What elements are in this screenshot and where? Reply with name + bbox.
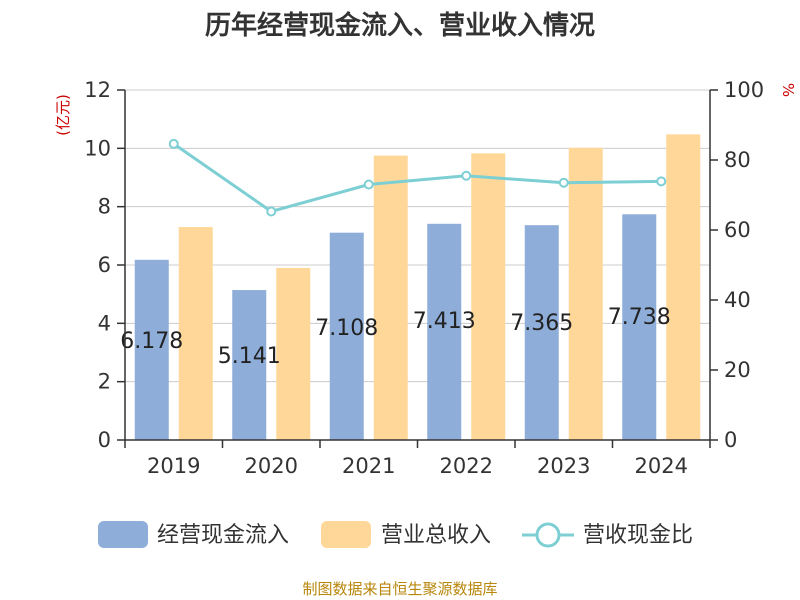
x-tick-label: 2023	[537, 454, 590, 478]
data-labels: 6.178 5.141 7.108 7.413 7.365 7.738	[120, 305, 670, 369]
data-label-cash-inflow-2020: 5.141	[218, 344, 281, 369]
right-tick-label: 20	[724, 358, 751, 382]
bar-revenue-2024	[666, 134, 701, 441]
legend-label-revenue: 营业总收入	[381, 523, 491, 548]
left-tick-label: 10	[84, 136, 111, 160]
x-tick-label: 2024	[635, 454, 688, 478]
left-tick-label: 0	[98, 428, 111, 452]
chart-title: 历年经营现金流入、营业收入情况	[205, 10, 595, 41]
bar-cash-inflow-2023	[524, 225, 559, 440]
legend-swatch-revenue	[321, 521, 371, 548]
bar-revenue-2019	[178, 227, 213, 440]
grid-lines	[125, 89, 710, 383]
bar-revenue-2021	[373, 155, 408, 440]
x-tick-label: 2022	[440, 454, 493, 478]
left-tick-label: 8	[98, 195, 111, 219]
bar-revenue-2022	[471, 153, 506, 440]
x-tick-label: 2019	[147, 454, 200, 478]
data-label-cash-inflow-2022: 7.413	[413, 309, 476, 334]
legend-label-cash-inflow: 经营现金流入	[157, 523, 289, 548]
data-label-cash-inflow-2024: 7.738	[608, 305, 671, 330]
left-tick-label: 12	[84, 78, 111, 102]
line-series	[168, 138, 667, 217]
x-tick-label: 2021	[342, 454, 395, 478]
data-label-cash-inflow-2019: 6.178	[120, 329, 183, 354]
point-ratio-2023	[558, 177, 569, 188]
bar-cash-inflow-2021	[329, 232, 364, 440]
bar-revenue-2020	[276, 267, 311, 440]
point-ratio-2019	[168, 138, 179, 149]
bar-cash-inflow-2019	[134, 259, 169, 440]
legend-swatch-cash-inflow	[98, 521, 148, 548]
point-ratio-2021	[363, 179, 374, 190]
right-tick-label: 40	[724, 288, 751, 312]
bars	[134, 134, 701, 441]
right-tick-label: 100	[724, 78, 764, 102]
right-axis-unit: %	[779, 83, 797, 97]
line-ratio	[172, 142, 662, 214]
data-label-cash-inflow-2023: 7.365	[510, 311, 573, 336]
x-tick-label: 2020	[245, 454, 298, 478]
source-note: 制图数据来自恒生聚源数据库	[302, 580, 497, 598]
point-ratio-2020	[266, 206, 277, 217]
left-tick-label: 4	[98, 311, 111, 335]
left-tick-label: 6	[98, 253, 111, 277]
left-axis-unit: (亿元)	[54, 94, 72, 136]
right-tick-label: 60	[724, 218, 751, 242]
bar-cash-inflow-2024	[622, 214, 657, 440]
point-ratio-2024	[656, 176, 667, 187]
point-ratio-2022	[461, 170, 472, 181]
bar-revenue-2023	[568, 147, 603, 440]
data-label-cash-inflow-2021: 7.108	[315, 316, 378, 341]
legend-marker-ratio	[535, 522, 561, 548]
axes: 0 2 4 6 8 10 12 0 20 40 60 80 100 2019 2020 2021 2022 202…	[84, 78, 764, 478]
right-tick-label: 0	[724, 428, 737, 452]
right-tick-label: 80	[724, 148, 751, 172]
legend: 经营现金流入 营业总收入 营收现金比	[98, 521, 693, 548]
legend-label-ratio: 营收现金比	[583, 523, 693, 548]
left-tick-label: 2	[98, 370, 111, 394]
bar-cash-inflow-2022	[427, 223, 462, 440]
bar-cash-inflow-2020	[232, 290, 267, 440]
